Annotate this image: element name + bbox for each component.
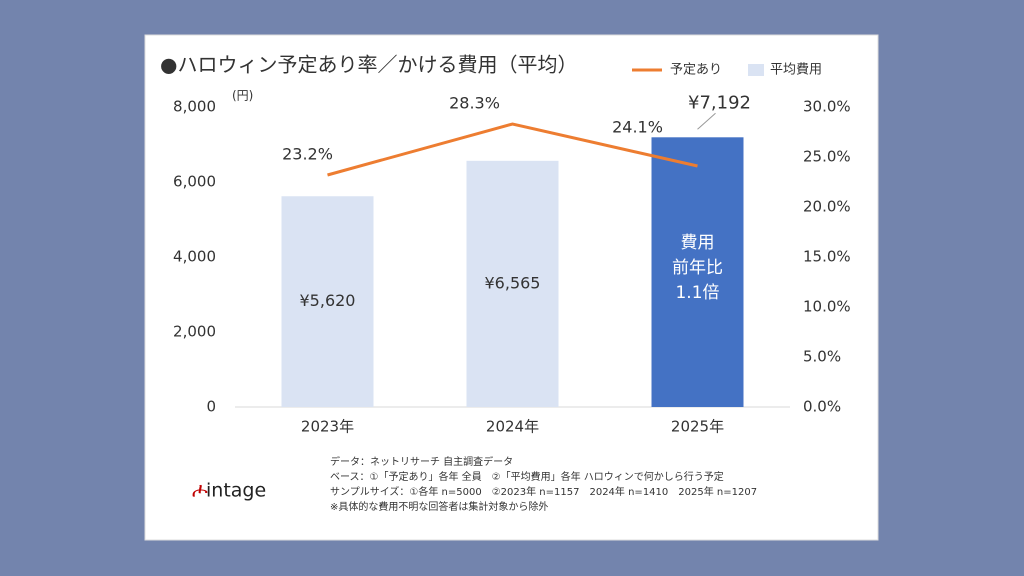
line-value-label: 24.1% — [612, 118, 663, 137]
y-tick-label: 0 — [206, 398, 216, 416]
y-tick-label: 2,000 — [173, 323, 216, 341]
y-tick-label: 4,000 — [173, 248, 216, 266]
line-value-label: 23.2% — [282, 145, 333, 164]
x-tick-label: 2025年 — [671, 418, 724, 436]
y2-tick-label: 25.0% — [803, 148, 851, 166]
note: ※具体的な費用不明な回答者は集計対象から除外 — [330, 500, 548, 513]
legend-label: 平均費用 — [770, 63, 822, 78]
bar — [651, 137, 744, 408]
y2-tick-label: 30.0% — [803, 98, 851, 116]
annotation: 前年比 — [672, 258, 723, 278]
line — [327, 122, 698, 177]
y2-tick-label: 15.0% — [803, 248, 851, 266]
bar — [466, 160, 559, 407]
chart-title: ●ハロウィン予定あり率／かける費用（平均） — [160, 53, 577, 77]
bar-value-label: ¥5,620 — [300, 291, 356, 310]
legend-swatch — [748, 64, 764, 76]
y2-tick-label: 0.0% — [803, 398, 841, 416]
x-tick-label: 2023年 — [301, 418, 354, 436]
note: データ：ネットリサーチ 自主調査データ — [330, 455, 513, 468]
logo-mark: ሖ — [192, 478, 208, 502]
line-value-label: 28.3% — [449, 94, 500, 113]
y2-tick-label: 5.0% — [803, 348, 841, 366]
logo: intage — [206, 480, 266, 502]
x-tick-label: 2024年 — [486, 418, 539, 436]
y2-tick-label: 10.0% — [803, 298, 851, 316]
y-tick-label: 8,000 — [173, 98, 216, 116]
y2-tick-label: 20.0% — [803, 198, 851, 216]
y-tick-label: 6,000 — [173, 173, 216, 191]
bar-value-label: ¥7,192 — [688, 92, 751, 113]
annotation: 1.1倍 — [675, 283, 719, 303]
legend-label: 予定あり — [670, 63, 722, 78]
bar-value-label: ¥6,565 — [485, 273, 541, 292]
leader-line — [697, 112, 716, 130]
annotation: 費用 — [681, 233, 715, 253]
bar — [281, 196, 374, 407]
note: ベース：①「予定あり」各年 全員 ②「平均費用」各年 ハロウィンで何かしら行う予… — [330, 470, 724, 483]
y-unit: (円) — [232, 89, 253, 103]
note: サンプルサイズ：①各年 n=5000 ②2023年 n=1157 2024年 n… — [330, 485, 757, 498]
